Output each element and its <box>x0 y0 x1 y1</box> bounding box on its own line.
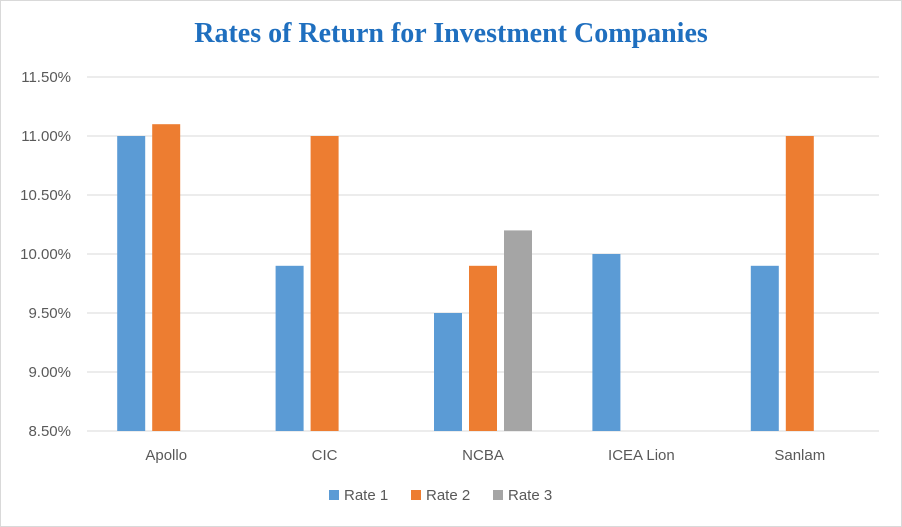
x-tick-label: CIC <box>312 447 338 464</box>
x-tick-label: ICEA Lion <box>608 447 675 464</box>
bar-rate-1 <box>117 136 146 431</box>
bar-rate-1 <box>592 254 621 431</box>
bar-rate-3 <box>504 230 532 431</box>
y-tick-label: 9.00% <box>28 364 71 381</box>
legend-label: Rate 3 <box>508 487 552 504</box>
legend-label: Rate 2 <box>426 487 470 504</box>
y-tick-label: 11.00% <box>21 128 71 145</box>
legend-swatch <box>493 490 503 500</box>
y-tick-label: 10.00% <box>20 246 71 263</box>
bar-rate-2 <box>310 136 339 431</box>
bar-rate-1 <box>275 265 304 431</box>
x-tick-label: Sanlam <box>774 447 825 464</box>
x-tick-label: NCBA <box>462 447 504 464</box>
y-tick-label: 8.50% <box>28 423 71 440</box>
y-tick-label: 11.50% <box>21 69 71 86</box>
bar-rate-2 <box>152 124 181 431</box>
y-tick-label: 10.50% <box>20 187 71 204</box>
legend-swatch <box>411 490 421 500</box>
legend-label: Rate 1 <box>344 487 388 504</box>
x-tick-label: Apollo <box>145 447 187 464</box>
chart-title: Rates of Return for Investment Companies <box>194 18 708 49</box>
y-tick-label: 9.50% <box>28 305 71 322</box>
bar-rate-1 <box>434 313 462 431</box>
bar-rate-1 <box>750 265 779 431</box>
bar-rate-2 <box>469 265 497 431</box>
legend-swatch <box>329 490 339 500</box>
bar-rate-2 <box>785 136 814 431</box>
